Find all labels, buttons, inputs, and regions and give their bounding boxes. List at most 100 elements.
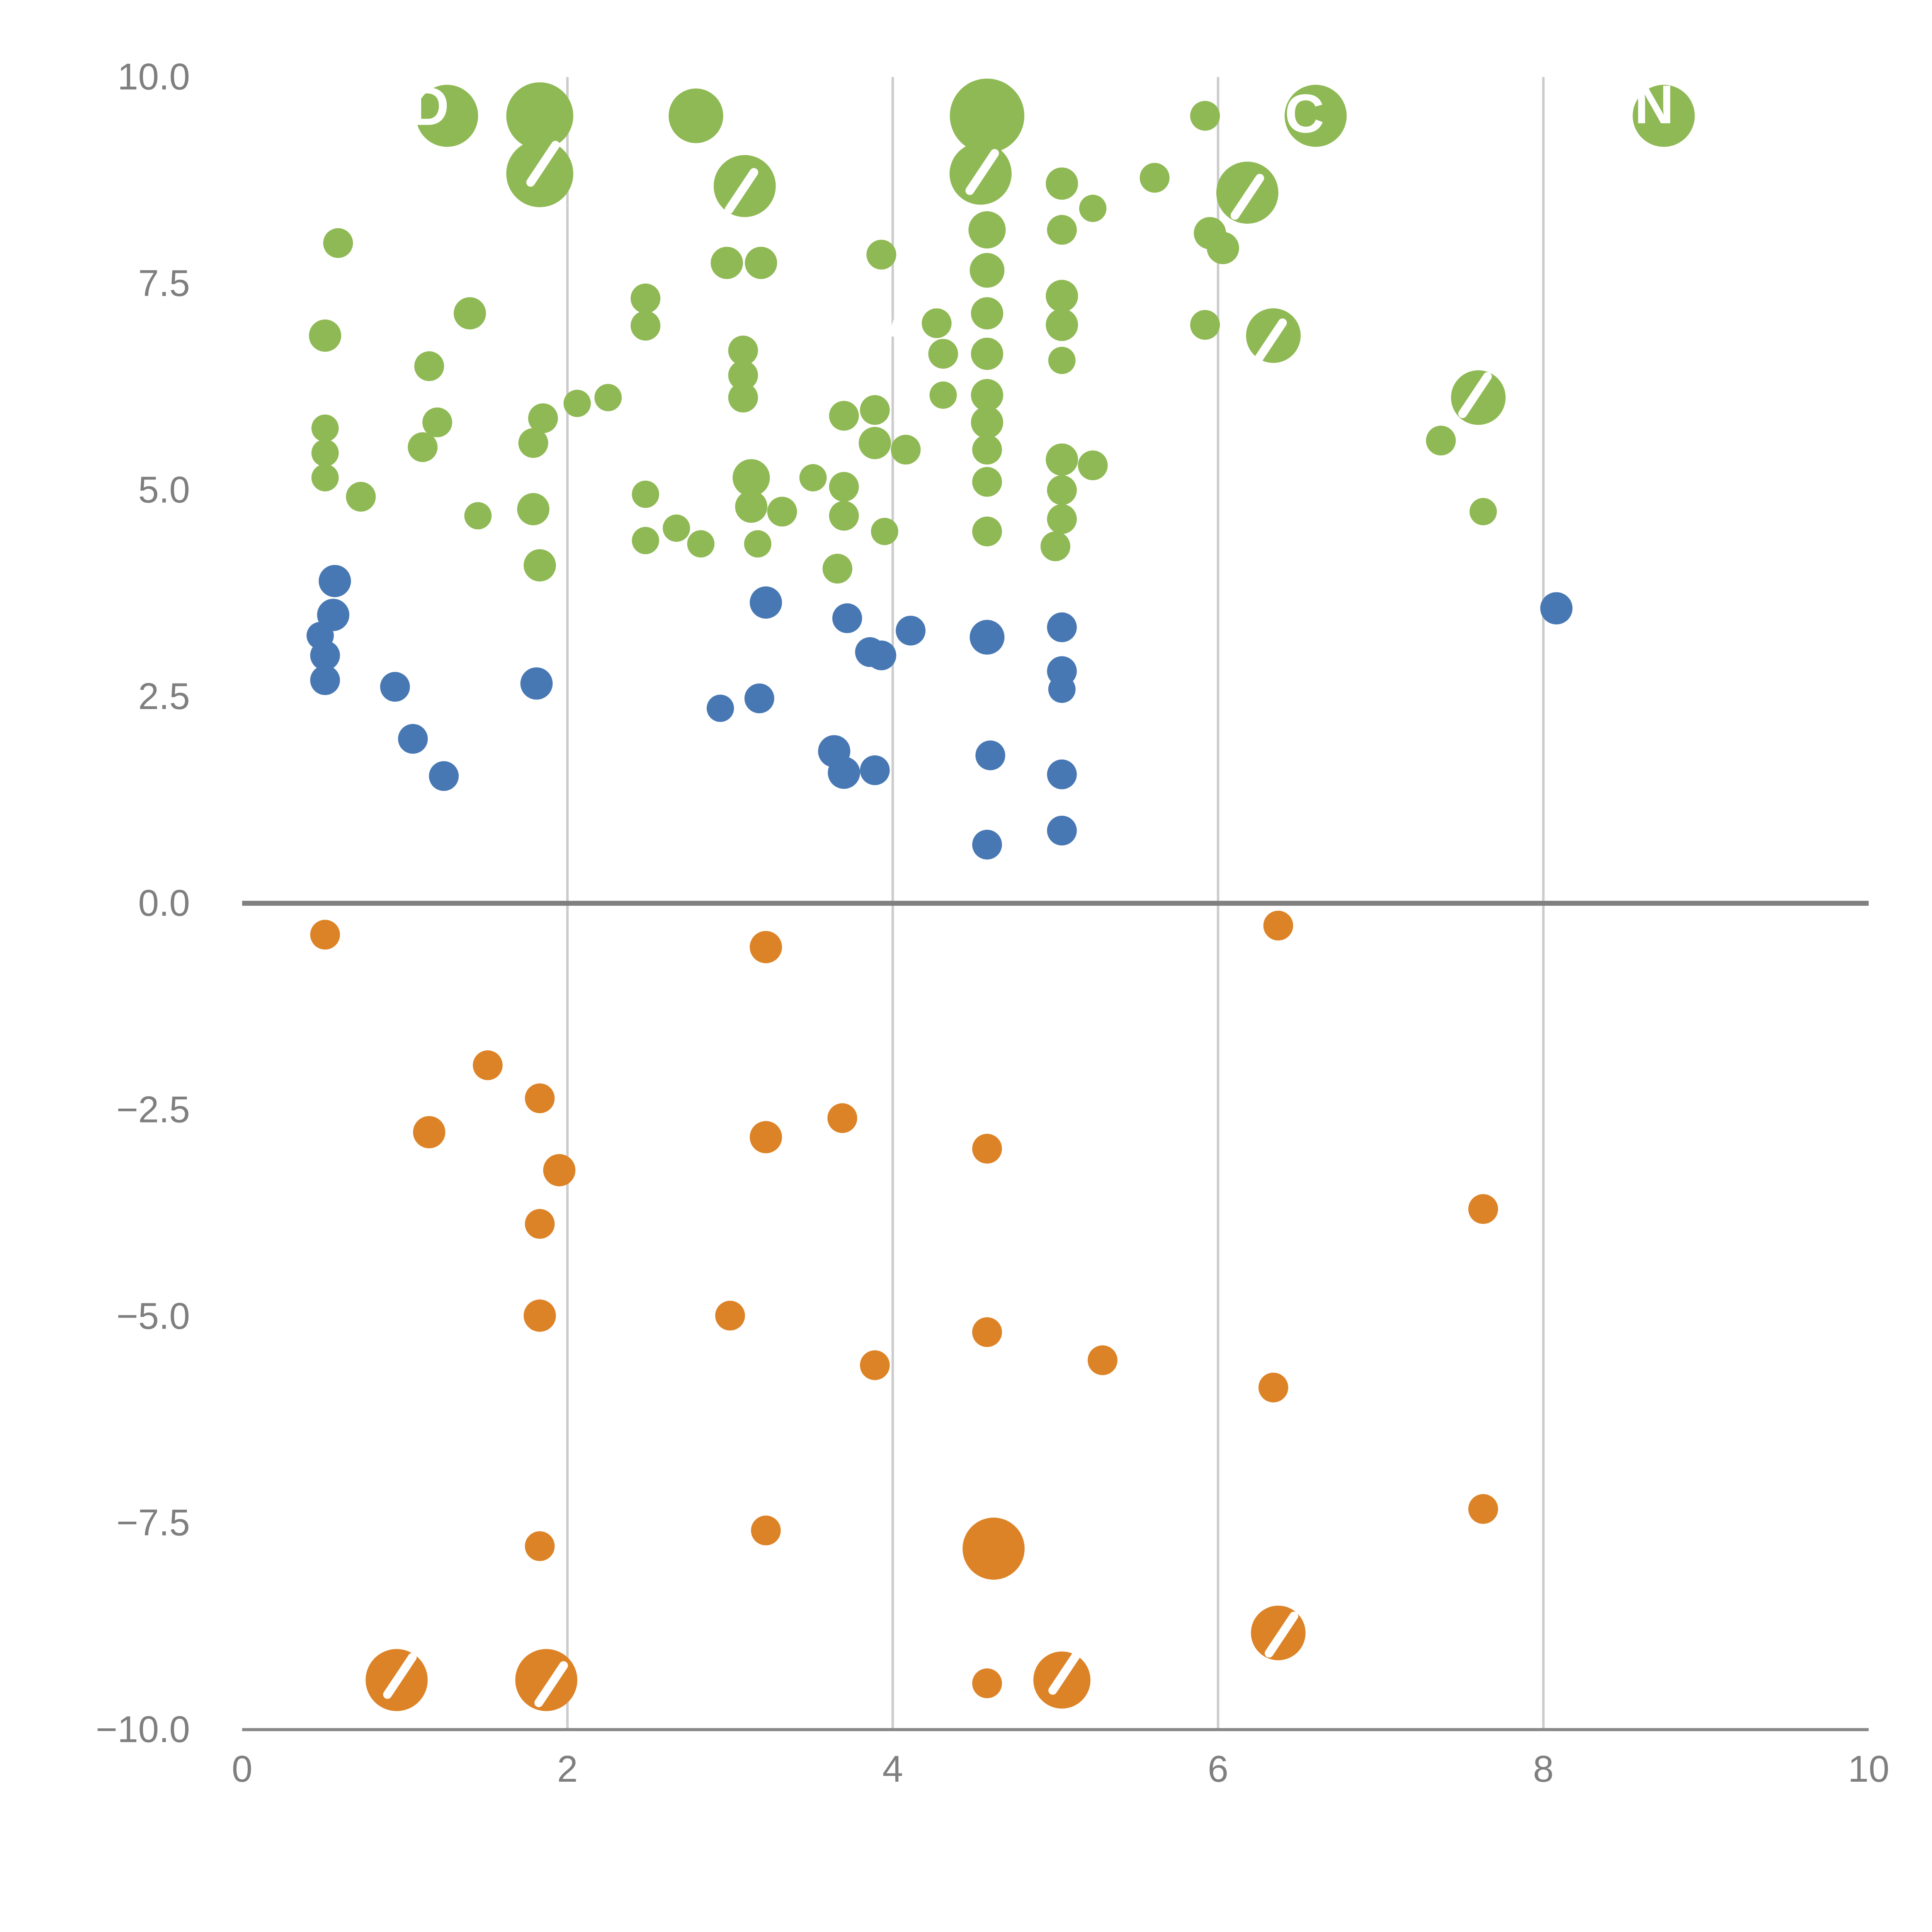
bubble-label-fragment <box>1230 173 1264 220</box>
data-point <box>1047 815 1077 846</box>
data-point <box>829 401 859 431</box>
data-point <box>1046 443 1078 476</box>
data-point <box>414 351 444 381</box>
y-tick-label: 0.0 <box>138 883 190 924</box>
data-point <box>972 516 1002 546</box>
bubble-label-fragment <box>1048 1649 1082 1695</box>
data-point <box>972 1134 1002 1164</box>
data-point <box>520 667 553 700</box>
data-point <box>632 527 659 554</box>
data-point <box>860 1350 890 1380</box>
data-point <box>827 1103 857 1133</box>
y-tick-label: 7.5 <box>138 263 190 304</box>
data-point <box>525 1531 555 1561</box>
data-point <box>799 464 827 492</box>
data-point <box>950 78 1024 153</box>
data-point <box>1207 232 1239 264</box>
data-point <box>506 82 573 150</box>
data-point <box>310 920 340 950</box>
data-point <box>310 665 340 695</box>
data-point <box>832 603 862 633</box>
data-point <box>1048 675 1076 703</box>
y-tick-label: −2.5 <box>116 1089 190 1130</box>
data-point <box>1078 450 1108 480</box>
data-point <box>969 620 1005 655</box>
data-point <box>515 1649 578 1711</box>
data-point <box>318 565 351 597</box>
data-point <box>829 501 859 531</box>
bubble-label-fragment <box>1253 318 1287 364</box>
bubble-label: N <box>1634 74 1674 135</box>
bubble-label-fragment <box>526 141 560 187</box>
data-point <box>1258 1372 1288 1403</box>
data-point <box>1190 101 1220 131</box>
data-point <box>473 1050 503 1080</box>
bubble-label: MA <box>841 287 926 348</box>
x-tick-label: 0 <box>232 1748 253 1790</box>
data-point <box>735 490 767 523</box>
data-point <box>745 247 777 279</box>
data-point <box>416 85 478 147</box>
data-point <box>346 482 376 512</box>
data-point <box>1633 85 1695 147</box>
data-point <box>668 88 723 143</box>
x-tick-label: 8 <box>1533 1748 1554 1790</box>
bubble-label-fragment <box>383 1653 417 1699</box>
data-point <box>1139 163 1170 193</box>
data-point <box>866 640 896 670</box>
x-tick-label: 6 <box>1208 1748 1229 1790</box>
data-point <box>398 724 428 754</box>
series-orange <box>310 910 1498 1711</box>
bubble-label: D <box>410 75 449 136</box>
x-tick-labels: 0 2 4 6 8 10 <box>232 1748 1889 1790</box>
y-tick-label: −5.0 <box>116 1296 190 1337</box>
data-point <box>631 311 661 341</box>
data-point <box>631 283 661 313</box>
data-point <box>929 381 957 409</box>
data-point <box>1469 498 1497 526</box>
bubble-label-fragment <box>1458 372 1492 418</box>
data-point <box>663 514 690 542</box>
y-tick-label: −10.0 <box>96 1709 190 1750</box>
bubble-label: C <box>1285 83 1324 144</box>
data-point <box>594 384 622 412</box>
data-point <box>1046 309 1078 341</box>
data-point <box>866 240 896 270</box>
bubble-label-fragment <box>534 1661 568 1708</box>
data-point <box>1426 425 1456 456</box>
data-point <box>525 1083 555 1113</box>
data-point <box>563 389 591 417</box>
data-point <box>975 740 1005 770</box>
data-point <box>972 1668 1002 1699</box>
data-point <box>1047 215 1077 245</box>
data-point <box>1046 167 1078 200</box>
data-point <box>972 435 1002 465</box>
x-tick-label: 10 <box>1848 1748 1889 1790</box>
data-point <box>310 640 340 670</box>
x-tick-label: 4 <box>883 1748 903 1790</box>
data-point <box>524 549 556 582</box>
data-point <box>871 518 898 545</box>
data-point <box>751 1515 781 1546</box>
data-point <box>1040 531 1070 561</box>
data-point <box>632 480 659 508</box>
data-point <box>454 297 486 330</box>
data-point <box>1468 1194 1498 1224</box>
data-point <box>971 337 1003 370</box>
data-point <box>728 383 758 413</box>
data-point <box>972 1317 1002 1347</box>
data-point <box>969 253 1005 288</box>
data-point <box>1263 910 1293 941</box>
data-point <box>728 360 758 390</box>
data-point <box>408 432 438 462</box>
data-point <box>963 1517 1025 1580</box>
data-point <box>517 493 549 526</box>
series-blue <box>306 565 1573 860</box>
data-point <box>711 247 743 279</box>
bubble-label-fragment <box>1265 1611 1298 1658</box>
data-point <box>928 339 958 369</box>
bubble-label-fragment <box>724 168 759 214</box>
data-point <box>1047 759 1077 789</box>
data-point <box>859 427 891 459</box>
data-point <box>311 439 339 467</box>
